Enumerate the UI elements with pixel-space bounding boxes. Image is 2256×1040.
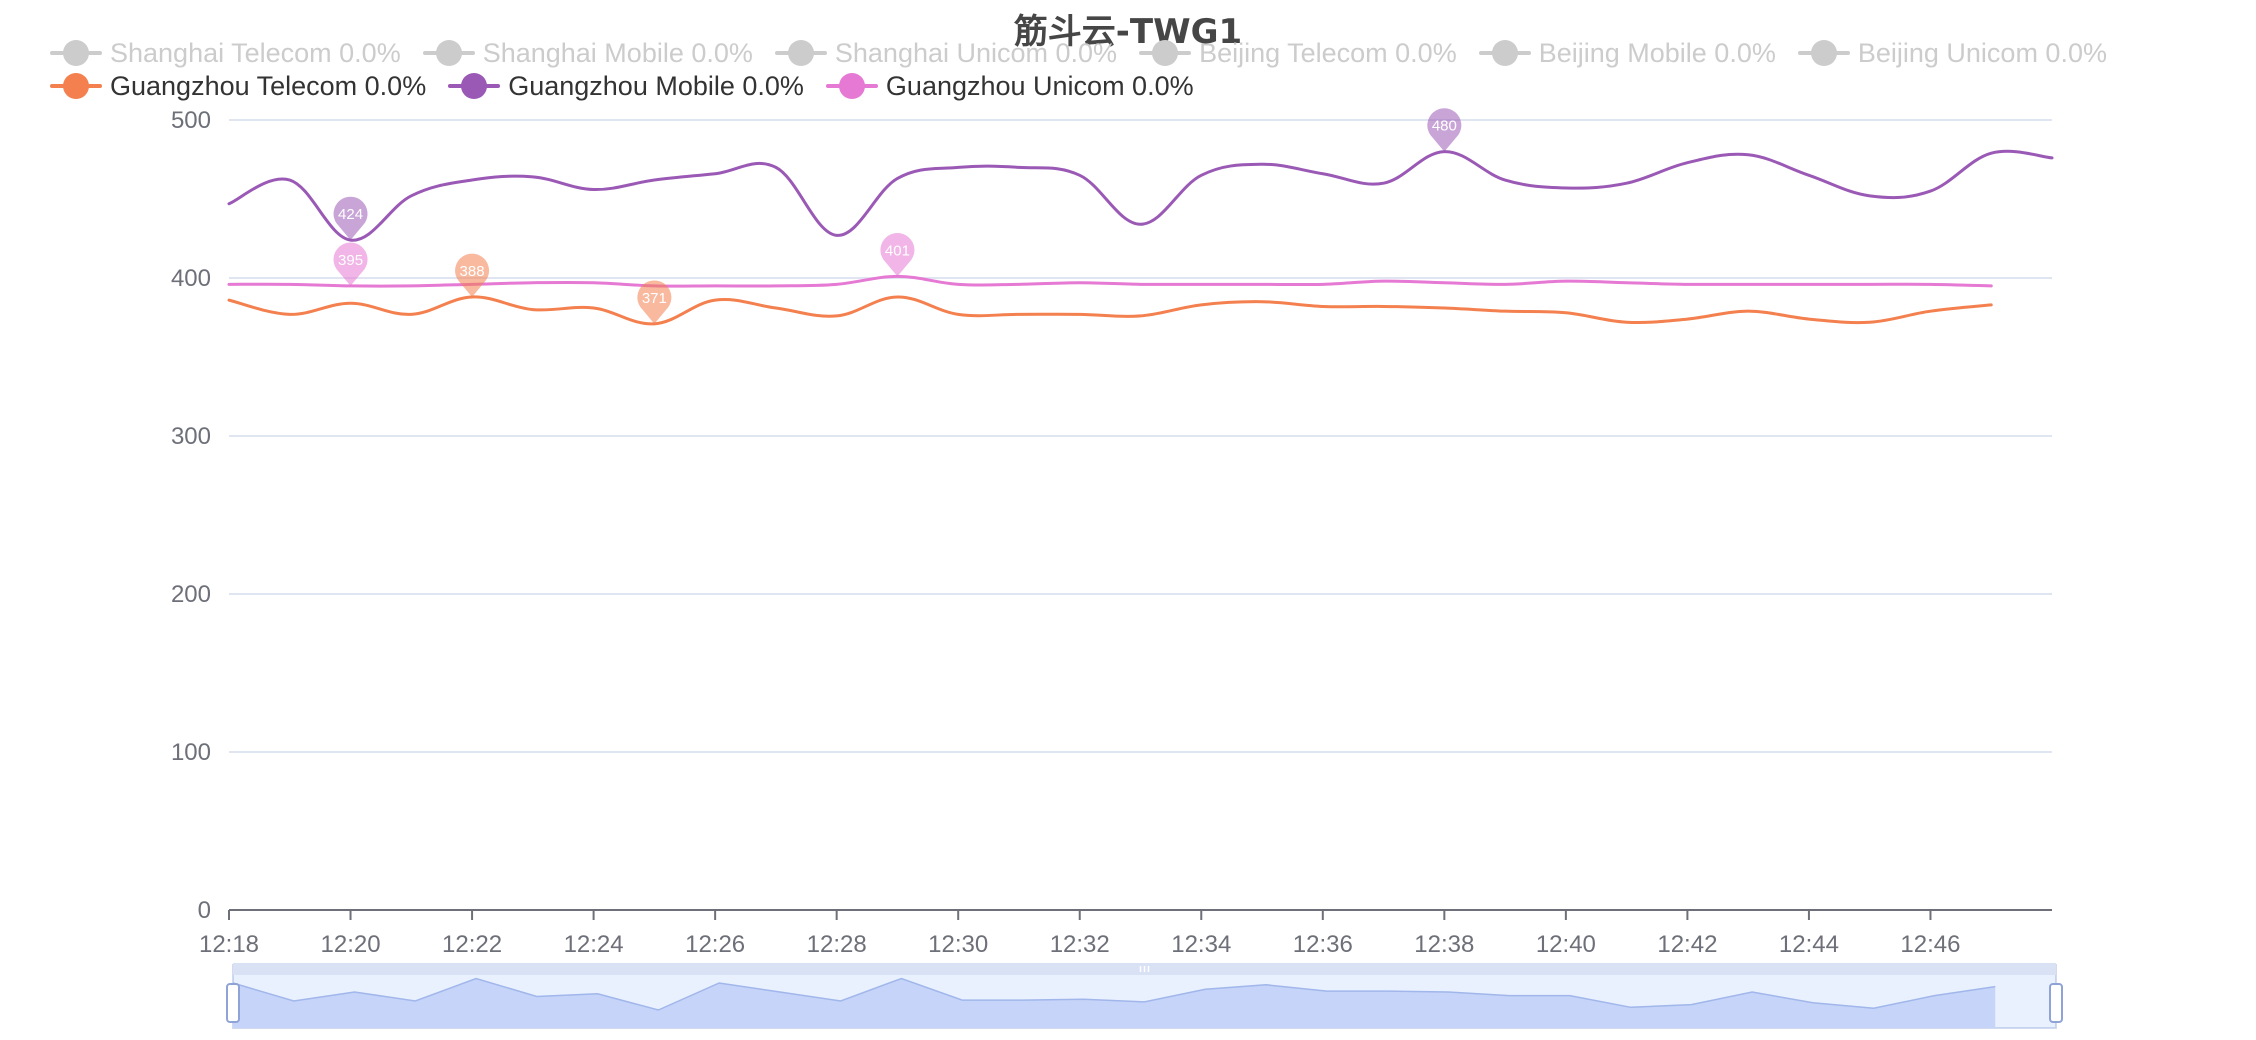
y-tick-label: 200 — [171, 581, 211, 608]
mark-pin — [333, 196, 368, 241]
zoom-handle-left[interactable] — [226, 983, 240, 1023]
legend-item-guangzhou-unicom[interactable]: Guangzhou Unicom 0.0% — [825, 71, 1194, 101]
x-tick-label: 12:30 — [928, 931, 988, 958]
series-line-guangzhou-mobile — [227, 149, 2054, 242]
zoom-area — [233, 978, 1996, 1028]
mark-point-label: 395 — [338, 252, 363, 269]
zoom-selection[interactable] — [233, 965, 2056, 1028]
x-tick-label: 12:46 — [1900, 931, 1960, 958]
legend-swatch — [1478, 40, 1531, 66]
legend-item-beijing-mobile[interactable]: Beijing Mobile 0.0% — [1478, 38, 1776, 68]
legend-item-shanghai-telecom[interactable]: Shanghai Telecom 0.0% — [50, 38, 401, 68]
series-line-guangzhou-telecom — [227, 295, 1993, 326]
x-tick-label: 12:44 — [1779, 931, 1839, 958]
legend-item-shanghai-unicom[interactable]: Shanghai Unicom 0.0% — [774, 38, 1118, 68]
legend-swatch — [774, 40, 827, 66]
mark-pin — [637, 280, 672, 324]
mark-point-label: 371 — [642, 290, 667, 307]
y-tick-label: 100 — [171, 739, 211, 766]
mark-pin — [333, 242, 368, 286]
y-tick-label: 400 — [171, 265, 211, 292]
mark-point-label: 480 — [1432, 118, 1457, 135]
mark-point — [455, 253, 490, 297]
legend: Guangzhou Telecom 0.0% Guangzhou Mobile 0… — [50, 71, 1216, 101]
legend-label: Guangzhou Mobile 0.0% — [508, 71, 804, 101]
x-tick-label: 12:42 — [1657, 931, 1717, 958]
mark-point — [1427, 108, 1462, 152]
x-tick-label: 12:38 — [1414, 931, 1474, 958]
y-tick-label: 500 — [171, 107, 211, 134]
mark-point — [333, 196, 368, 241]
mark-point-label: 401 — [885, 242, 910, 259]
legend-swatch — [1139, 40, 1192, 66]
legend-item-guangzhou-telecom[interactable]: Guangzhou Telecom 0.0% — [50, 71, 426, 101]
legend-swatch — [825, 73, 878, 99]
y-tick-label: 300 — [171, 423, 211, 450]
mark-point — [880, 233, 915, 277]
legend-swatch — [422, 40, 475, 66]
legend-label: Guangzhou Telecom 0.0% — [110, 71, 427, 101]
legend-label: Shanghai Unicom 0.0% — [834, 38, 1118, 68]
x-tick-label: 12:36 — [1293, 931, 1353, 958]
zoom-handle-right[interactable] — [2049, 983, 2063, 1023]
legend-item-guangzhou-mobile[interactable]: Guangzhou Mobile 0.0% — [448, 71, 804, 101]
y-tick-label: 0 — [198, 897, 211, 924]
legend-label: Beijing Telecom 0.0% — [1199, 38, 1457, 68]
x-tick-label: 12:28 — [807, 931, 867, 958]
mark-pin — [1427, 108, 1462, 152]
legend-label: Shanghai Mobile 0.0% — [482, 38, 753, 68]
legend-swatch — [448, 73, 501, 99]
legend-swatch — [1797, 40, 1850, 66]
chart-title: 筋斗云-TWG1 — [1013, 12, 1243, 52]
legend-item-beijing-unicom[interactable]: Beijing Unicom 0.0% — [1797, 38, 2107, 68]
mark-point-label: 424 — [338, 206, 363, 223]
legend-item-shanghai-mobile[interactable]: Shanghai Mobile 0.0% — [422, 38, 753, 68]
x-tick-label: 12:40 — [1536, 931, 1596, 958]
legend: Shanghai Telecom 0.0% Shanghai Mobile 0.0… — [50, 38, 2129, 68]
mark-pin — [880, 233, 915, 277]
legend-label: Guangzhou Unicom 0.0% — [885, 71, 1194, 101]
x-tick-label: 12:20 — [321, 931, 381, 958]
legend-label: Shanghai Telecom 0.0% — [110, 38, 401, 68]
legend-swatch — [50, 40, 102, 66]
mark-pin — [455, 253, 490, 297]
mark-point — [333, 242, 368, 286]
series-line-guangzhou-unicom — [227, 274, 1993, 288]
legend-item-beijing-telecom[interactable]: Beijing Telecom 0.0% — [1139, 38, 1457, 68]
legend-label: Beijing Mobile 0.0% — [1538, 38, 1776, 68]
legend-swatch — [50, 73, 102, 99]
data-zoom-slider[interactable] — [226, 963, 2063, 1029]
mark-point — [637, 280, 672, 324]
legend-label: Beijing Unicom 0.0% — [1857, 38, 2107, 68]
x-tick-label: 12:22 — [442, 931, 502, 958]
x-tick-label: 12:24 — [564, 931, 624, 958]
mark-point-label: 388 — [460, 263, 485, 280]
x-tick-label: 12:18 — [199, 931, 259, 958]
zoom-line — [232, 977, 1996, 1011]
x-tick-label: 12:32 — [1050, 931, 1110, 958]
x-tick-label: 12:34 — [1171, 931, 1231, 958]
x-tick-label: 12:26 — [685, 931, 745, 958]
